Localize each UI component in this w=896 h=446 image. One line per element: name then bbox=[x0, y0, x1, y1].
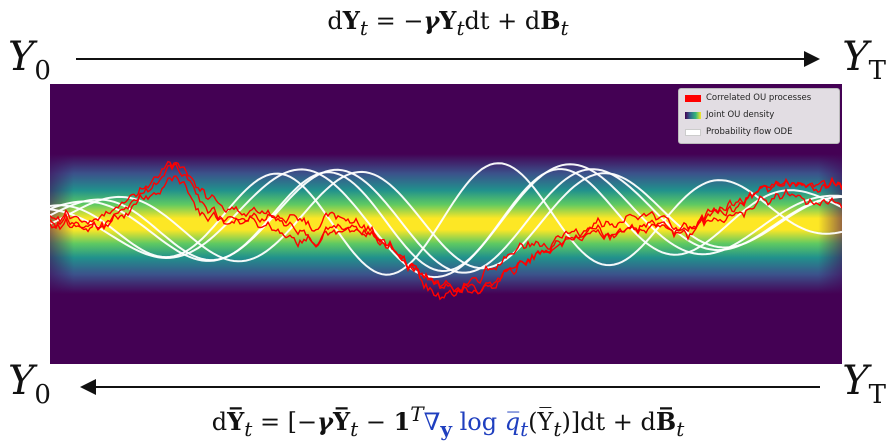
reverse-sde-equation: dY̅t = [−γY̅t − 1T∇y log q̅t(Y̅t)]dt + d… bbox=[211, 402, 685, 441]
ou-path bbox=[50, 175, 842, 295]
ode-path bbox=[50, 168, 842, 273]
ode-path bbox=[50, 170, 842, 270]
white-line-swatch-icon bbox=[685, 128, 701, 136]
start-endpoint-bottom: Y0 bbox=[8, 358, 51, 410]
forward-sde-equation: dYt = −γYtdt + dBt bbox=[327, 6, 569, 40]
ou-process-plot bbox=[50, 84, 842, 364]
probability-flow-ode-paths bbox=[50, 162, 842, 279]
plot-legend: Correlated OU processes Joint OU density… bbox=[678, 88, 840, 144]
legend-item-ou: Correlated OU processes bbox=[685, 92, 811, 104]
ode-path bbox=[50, 162, 842, 276]
score-term: ∇y log q̅t bbox=[423, 408, 529, 441]
forward-arrow bbox=[76, 51, 820, 67]
legend-item-density: Joint OU density bbox=[685, 109, 774, 121]
reverse-arrow bbox=[80, 379, 820, 395]
end-endpoint-top: YT bbox=[842, 34, 886, 86]
start-endpoint-top: Y0 bbox=[8, 34, 51, 86]
end-endpoint-bottom: YT bbox=[842, 358, 886, 410]
ode-path bbox=[50, 163, 842, 279]
ou-path bbox=[50, 160, 842, 295]
correlated-ou-paths bbox=[50, 160, 842, 301]
colormap-swatch-icon bbox=[685, 111, 701, 119]
red-line-swatch-icon bbox=[685, 94, 701, 102]
legend-item-ode: Probability flow ODE bbox=[685, 126, 792, 138]
ou-path bbox=[50, 163, 842, 301]
